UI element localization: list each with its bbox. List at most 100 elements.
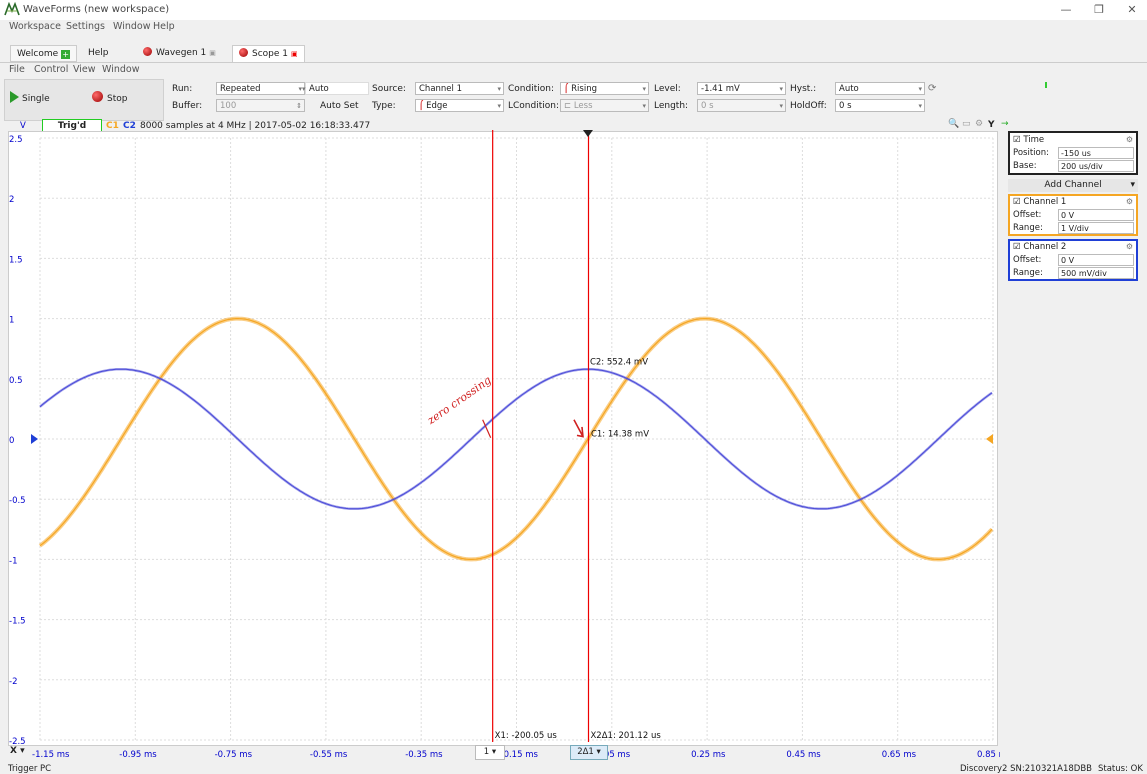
run-controls-box xyxy=(4,79,164,121)
menu-help[interactable]: Help xyxy=(153,21,175,32)
level-input[interactable]: -1.41 mV ▾ xyxy=(697,82,786,95)
source-select[interactable]: Channel 1 ▾ xyxy=(415,82,504,95)
x-tick-label: -0.95 ms xyxy=(119,750,157,759)
channel1-waveform-core xyxy=(39,318,993,560)
channel2-offset-marker-icon[interactable] xyxy=(31,434,38,444)
handwritten-arrow-icon xyxy=(482,419,492,439)
y-tick-label: -0.5 xyxy=(9,496,26,506)
x-tick-label: 0.85 ms xyxy=(977,750,1000,759)
close-button[interactable]: ✕ xyxy=(1127,3,1137,16)
stop-icon xyxy=(92,91,103,102)
cursor-label: X2Δ1: 201.12 us xyxy=(590,731,661,741)
auto-set-button[interactable]: Auto Set xyxy=(320,101,359,111)
y-tick-label: 0 xyxy=(9,436,14,446)
menu-view[interactable]: View xyxy=(73,64,96,75)
x-axis-button[interactable]: X ▾ xyxy=(10,746,25,756)
tab-welcome[interactable]: Welcome + xyxy=(10,45,78,62)
single-button[interactable]: Single xyxy=(10,80,50,118)
condition-label: Condition: xyxy=(508,84,554,94)
cursor2-select[interactable]: 2Δ1 ▾ xyxy=(570,745,608,760)
menu-file[interactable]: File xyxy=(9,64,25,75)
base-select[interactable]: 200 us/div xyxy=(1058,160,1134,172)
settings-icon[interactable]: ⚙ xyxy=(975,119,984,129)
offset-label: Offset: xyxy=(1013,255,1042,265)
cursor-label: X1: -200.05 us xyxy=(495,731,558,741)
hyst-select[interactable]: Auto ▾ xyxy=(835,82,925,95)
y-tick-label: 1 xyxy=(9,316,14,326)
channel1-offset-marker-icon[interactable] xyxy=(986,434,993,444)
tab-help[interactable]: Help xyxy=(88,48,109,58)
position-input[interactable]: -150 us xyxy=(1058,147,1134,159)
device-label: Discovery2 SN:210321A18DBB xyxy=(960,764,1093,774)
tab-wavegen[interactable]: Wavegen 1 ▣ xyxy=(137,45,222,62)
status-bar xyxy=(0,764,1147,774)
scope-plot-svg[interactable]: 2.5 2 1.5 1 0.5 0 -0.5 -1 -1.5 -2 -2.5 -1.15 ms -0.9… xyxy=(0,119,1000,759)
y-tick-label: 2.5 xyxy=(9,135,23,145)
x-tick-label: 0.45 ms xyxy=(786,750,821,759)
ch2-offset-input[interactable]: 0 V xyxy=(1058,254,1134,266)
tab-close-icon[interactable]: ▣ xyxy=(209,49,216,57)
rising-edge-icon: ⌠ xyxy=(564,84,572,94)
run-mode-select[interactable]: Auto ▾ xyxy=(302,82,369,95)
single-icon xyxy=(10,91,19,103)
ch1-offset-input[interactable]: 0 V xyxy=(1058,209,1134,221)
arrow-right-icon[interactable]: → xyxy=(1001,119,1009,129)
time-panel: ☑ Time ⚙ Position: -150 us Base: 200 us/… xyxy=(1008,131,1138,175)
time-title[interactable]: ☑ Time xyxy=(1013,135,1045,145)
x-tick-label: -0.35 ms xyxy=(405,750,443,759)
x-tick-label: -1.15 ms xyxy=(32,750,70,759)
holdoff-input[interactable]: 0 s ▾ xyxy=(835,99,925,112)
menu-settings[interactable]: Settings xyxy=(66,21,105,32)
status-label: Status: OK xyxy=(1098,764,1143,774)
tab-divider xyxy=(0,62,1147,63)
length-input[interactable]: 0 s ▾ xyxy=(697,99,786,112)
run-select[interactable]: Repeated ▾ xyxy=(216,82,305,95)
channel2-waveform-core xyxy=(39,368,993,510)
tab-close-icon[interactable]: ▣ xyxy=(291,50,298,58)
y-unit-label: V xyxy=(20,121,26,131)
minimize-button[interactable]: — xyxy=(1060,3,1072,16)
condition-select[interactable]: ⌠ Rising ▾ xyxy=(560,82,649,95)
trigger-position-icon[interactable] xyxy=(582,130,593,137)
fit-icon[interactable]: ▭ xyxy=(962,119,971,129)
edge-icon: ⌠ xyxy=(419,101,427,111)
channel1-title[interactable]: ☑ Channel 1 xyxy=(1013,197,1067,207)
menu-control[interactable]: Control xyxy=(34,64,69,75)
handwritten-note: zero crossing xyxy=(424,374,493,428)
type-select[interactable]: ⌠ Edge ▾ xyxy=(415,99,504,112)
channel2-title[interactable]: ☑ Channel 2 xyxy=(1013,242,1067,252)
range-label: Range: xyxy=(1013,268,1043,278)
lcondition-select[interactable]: ⊏ Less ▾ xyxy=(560,99,649,112)
plus-icon: + xyxy=(61,50,71,59)
range-label: Range: xyxy=(1013,223,1043,233)
y-tick-label: 0.5 xyxy=(9,376,23,386)
tab-scope[interactable]: Scope 1 ▣ xyxy=(232,45,305,62)
gear-icon[interactable]: ⚙ xyxy=(1125,135,1133,144)
channel1-panel: ☑ Channel 1 ⚙ Offset: 0 V Range: 1 V/div xyxy=(1008,194,1138,236)
position-label: Position: xyxy=(1013,148,1049,158)
c2-label[interactable]: C2 xyxy=(123,121,136,131)
ch2-range-select[interactable]: 500 mV/div xyxy=(1058,267,1134,279)
c1-label[interactable]: C1 xyxy=(106,121,119,131)
source-label: Source: xyxy=(372,84,406,94)
status-led-icon xyxy=(1045,82,1047,88)
length-label: Length: xyxy=(654,101,689,111)
menu-window[interactable]: Window xyxy=(113,21,151,32)
cursor1-select[interactable]: 1 ▾ xyxy=(475,745,505,760)
refresh-icon[interactable]: ⟳ xyxy=(928,83,937,94)
menu-workspace[interactable]: Workspace xyxy=(9,21,61,32)
menu-window-scope[interactable]: Window xyxy=(102,64,140,75)
add-channel-button[interactable]: Add Channel ▾ xyxy=(1008,179,1138,192)
stop-button[interactable]: Stop xyxy=(92,80,127,118)
gear-icon[interactable]: ⚙ xyxy=(1125,197,1133,206)
x-tick-label: 0.25 ms xyxy=(691,750,726,759)
y-tick-label: -1 xyxy=(9,556,17,566)
gear-icon[interactable]: ⚙ xyxy=(1125,242,1133,251)
restore-button[interactable]: ❐ xyxy=(1094,3,1104,16)
buffer-input[interactable]: 100 ⇕ xyxy=(216,99,305,112)
zoom-icon[interactable]: 🔍 xyxy=(948,119,960,129)
title-bar xyxy=(0,0,1147,20)
x-tick-label: -0.55 ms xyxy=(310,750,348,759)
y-axis-button[interactable]: Y xyxy=(988,120,995,130)
ch1-range-select[interactable]: 1 V/div xyxy=(1058,222,1134,234)
